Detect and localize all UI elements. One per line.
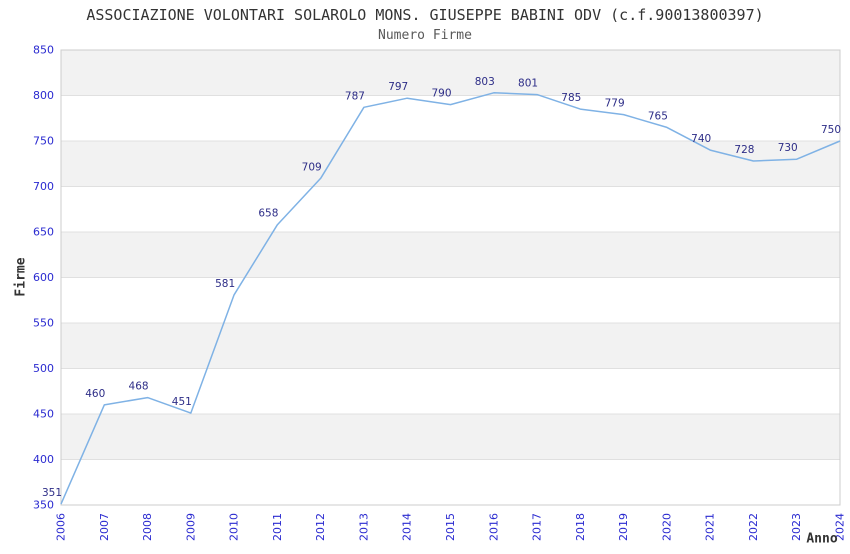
- background-band: [61, 414, 840, 460]
- data-label: 785: [561, 92, 581, 104]
- data-label: 801: [518, 78, 538, 90]
- data-line: [60, 92, 841, 505]
- plot-border: [60, 49, 841, 506]
- y-tick-label: 350: [33, 499, 54, 512]
- y-tick-label: 600: [33, 271, 54, 284]
- y-tick-label: 800: [33, 89, 54, 102]
- data-label: 709: [302, 161, 322, 173]
- x-tick-label: 2020: [660, 513, 673, 541]
- data-label: 351: [42, 487, 62, 499]
- y-tick-label: 650: [33, 226, 54, 239]
- data-label: 787: [345, 90, 365, 102]
- x-axis-label: Anno: [806, 531, 838, 547]
- x-tick-label: 2010: [228, 513, 241, 541]
- y-tick-label: 500: [33, 362, 54, 375]
- x-tick-label: 2023: [790, 513, 803, 541]
- y-axis-label: Firme: [13, 257, 29, 297]
- data-label: 468: [129, 381, 149, 393]
- y-tick-label: 400: [33, 453, 54, 466]
- x-tick-label: 2017: [531, 513, 544, 541]
- x-tick-label: 2011: [271, 513, 284, 541]
- y-tick-label: 550: [33, 317, 54, 330]
- x-tick-label: 2014: [401, 513, 414, 541]
- x-tick-label: 2021: [704, 513, 717, 541]
- x-tick-label: 2019: [617, 513, 630, 541]
- x-tick-label: 2013: [357, 513, 370, 541]
- x-tick-label: 2024: [834, 513, 847, 541]
- background-band: [61, 141, 840, 187]
- y-tick-label: 750: [33, 135, 54, 148]
- background-band: [61, 232, 840, 278]
- data-label: 790: [431, 88, 451, 100]
- background-band: [61, 50, 840, 96]
- x-tick-label: 2008: [141, 513, 154, 541]
- chart-title: ASSOCIAZIONE VOLONTARI SOLAROLO MONS. GI…: [86, 6, 764, 24]
- x-tick-label: 2022: [747, 513, 760, 541]
- data-label: 779: [605, 98, 625, 110]
- y-tick-label: 450: [33, 408, 54, 421]
- x-tick-label: 2009: [184, 513, 197, 541]
- data-label: 658: [258, 208, 278, 220]
- data-label: 460: [85, 388, 105, 400]
- x-tick-label: 2006: [55, 513, 68, 541]
- background-band: [61, 323, 840, 369]
- x-tick-label: 2018: [574, 513, 587, 541]
- x-tick-label: 2015: [444, 513, 457, 541]
- data-label: 451: [172, 396, 192, 408]
- y-tick-label: 850: [33, 44, 54, 57]
- data-label: 581: [215, 278, 235, 290]
- data-label: 797: [388, 81, 408, 93]
- data-label: 730: [778, 142, 798, 154]
- data-label: 728: [734, 144, 754, 156]
- data-label: 750: [821, 124, 841, 136]
- y-tick-label: 700: [33, 180, 54, 193]
- x-tick-label: 2007: [98, 513, 111, 541]
- data-label: 803: [475, 76, 495, 88]
- data-label: 740: [691, 133, 711, 145]
- data-label: 765: [648, 110, 668, 122]
- x-tick-label: 2012: [314, 513, 327, 541]
- x-tick-label: 2016: [487, 513, 500, 541]
- chart-subtitle: Numero Firme: [378, 28, 472, 43]
